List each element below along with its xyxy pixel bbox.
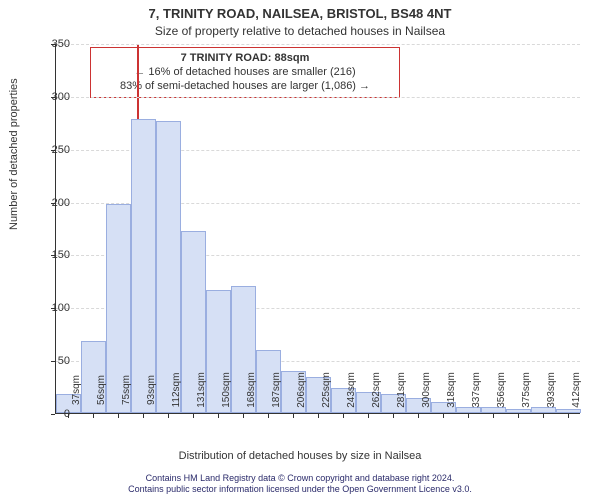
x-tick-mark bbox=[518, 414, 519, 418]
x-tick-label: 243sqm bbox=[346, 360, 357, 420]
x-tick-mark bbox=[193, 414, 194, 418]
x-tick-mark bbox=[293, 414, 294, 418]
footer-line2: Contains public sector information licen… bbox=[0, 484, 600, 496]
x-tick-mark bbox=[143, 414, 144, 418]
x-tick-label: 206sqm bbox=[296, 360, 307, 420]
y-tick-label: 200 bbox=[30, 197, 70, 209]
x-tick-label: 112sqm bbox=[171, 360, 182, 420]
y-axis-title: Number of detached properties bbox=[8, 78, 20, 230]
x-tick-mark bbox=[493, 414, 494, 418]
y-tick-label: 250 bbox=[30, 144, 70, 156]
x-tick-mark bbox=[318, 414, 319, 418]
y-tick-label: 300 bbox=[30, 91, 70, 103]
x-tick-label: 318sqm bbox=[446, 360, 457, 420]
y-tick-label: 100 bbox=[30, 302, 70, 314]
x-tick-mark bbox=[368, 414, 369, 418]
x-tick-label: 262sqm bbox=[371, 360, 382, 420]
x-tick-label: 412sqm bbox=[571, 360, 582, 420]
page-title-line2: Size of property relative to detached ho… bbox=[0, 24, 600, 38]
y-tick-mark bbox=[51, 150, 55, 151]
grid-line bbox=[56, 44, 580, 45]
x-tick-mark bbox=[243, 414, 244, 418]
footer-line1: Contains HM Land Registry data © Crown c… bbox=[0, 473, 600, 485]
y-tick-mark bbox=[51, 97, 55, 98]
x-tick-label: 93sqm bbox=[146, 360, 157, 420]
x-tick-mark bbox=[468, 414, 469, 418]
y-tick-mark bbox=[51, 308, 55, 309]
y-tick-mark bbox=[51, 361, 55, 362]
grid-line bbox=[56, 97, 580, 98]
x-tick-mark bbox=[168, 414, 169, 418]
y-tick-mark bbox=[51, 255, 55, 256]
x-tick-label: 131sqm bbox=[196, 360, 207, 420]
y-tick-label: 150 bbox=[30, 249, 70, 261]
x-tick-label: 337sqm bbox=[471, 360, 482, 420]
plot-area bbox=[55, 44, 580, 414]
page-title-line1: 7, TRINITY ROAD, NAILSEA, BRISTOL, BS48 … bbox=[0, 6, 600, 21]
y-tick-mark bbox=[51, 203, 55, 204]
y-tick-label: 50 bbox=[30, 355, 70, 367]
footer: Contains HM Land Registry data © Crown c… bbox=[0, 473, 600, 496]
x-tick-label: 150sqm bbox=[221, 360, 232, 420]
x-tick-label: 356sqm bbox=[496, 360, 507, 420]
x-tick-mark bbox=[93, 414, 94, 418]
x-tick-label: 281sqm bbox=[396, 360, 407, 420]
x-tick-mark bbox=[443, 414, 444, 418]
x-tick-mark bbox=[393, 414, 394, 418]
x-tick-mark bbox=[118, 414, 119, 418]
x-tick-mark bbox=[68, 414, 69, 418]
y-tick-label: 0 bbox=[30, 408, 70, 420]
x-tick-mark bbox=[568, 414, 569, 418]
y-tick-mark bbox=[51, 44, 55, 45]
x-axis-title: Distribution of detached houses by size … bbox=[0, 450, 600, 462]
y-tick-mark bbox=[51, 414, 55, 415]
x-tick-label: 75sqm bbox=[121, 360, 132, 420]
x-tick-label: 168sqm bbox=[246, 360, 257, 420]
x-tick-mark bbox=[268, 414, 269, 418]
x-tick-label: 187sqm bbox=[271, 360, 282, 420]
x-tick-mark bbox=[218, 414, 219, 418]
x-tick-mark bbox=[543, 414, 544, 418]
x-tick-label: 37sqm bbox=[71, 360, 82, 420]
x-tick-label: 300sqm bbox=[421, 360, 432, 420]
x-tick-label: 225sqm bbox=[321, 360, 332, 420]
x-tick-mark bbox=[418, 414, 419, 418]
x-tick-label: 56sqm bbox=[96, 360, 107, 420]
x-tick-label: 375sqm bbox=[521, 360, 532, 420]
chart-container: 7, TRINITY ROAD, NAILSEA, BRISTOL, BS48 … bbox=[0, 0, 600, 500]
x-tick-mark bbox=[343, 414, 344, 418]
y-tick-label: 350 bbox=[30, 38, 70, 50]
x-tick-label: 393sqm bbox=[546, 360, 557, 420]
